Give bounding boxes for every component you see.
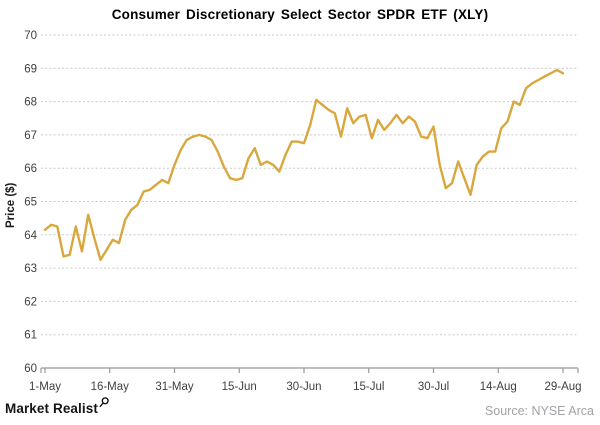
y-axis-title: Price ($) (5, 182, 17, 228)
x-tick-label: 30-Jun (286, 381, 321, 393)
y-tick-label: 69 (24, 63, 37, 75)
x-tick-label: 15-Jun (222, 381, 257, 393)
brand-logo: Market Realist (5, 397, 109, 416)
y-tick-label: 70 (24, 30, 37, 42)
y-tick-label: 64 (24, 230, 37, 242)
x-tick-label: 16-May (91, 381, 130, 393)
x-tick-label: 29-Aug (544, 381, 581, 393)
y-tick-label: 61 (24, 330, 37, 342)
x-tick-labels: 1-May 16-May 31-May 15-Jun 30-Jun 15-Jul 30-Ju… (29, 381, 582, 393)
brand-text: Market Realist (5, 401, 98, 416)
source-attribution: Source: NYSE Arca (484, 404, 594, 418)
x-tick-label: 15-Jul (353, 381, 384, 393)
x-tick-label: 14-Aug (480, 381, 517, 393)
price-line (43, 68, 565, 261)
magnifier-icon (99, 396, 110, 411)
y-tick-label: 60 (24, 363, 37, 375)
x-tick-label: 30-Jul (418, 381, 449, 393)
y-tick-label: 65 (24, 197, 37, 209)
y-tick-label: 67 (24, 130, 37, 142)
gridlines (41, 34, 578, 336)
y-tick-label: 62 (24, 296, 37, 308)
y-tick-label: 63 (24, 263, 37, 275)
x-tick-label: 1-May (29, 381, 61, 393)
y-tick-label: 66 (24, 163, 37, 175)
chart-title: Consumer Discretionary Select Sector SPD… (111, 7, 489, 22)
x-axis-ticks (40, 368, 579, 373)
x-tick-label: 31-May (155, 381, 194, 393)
y-tick-label: 68 (24, 97, 37, 109)
y-tick-labels: 60 61 62 63 64 65 66 67 68 69 70 (24, 30, 37, 375)
